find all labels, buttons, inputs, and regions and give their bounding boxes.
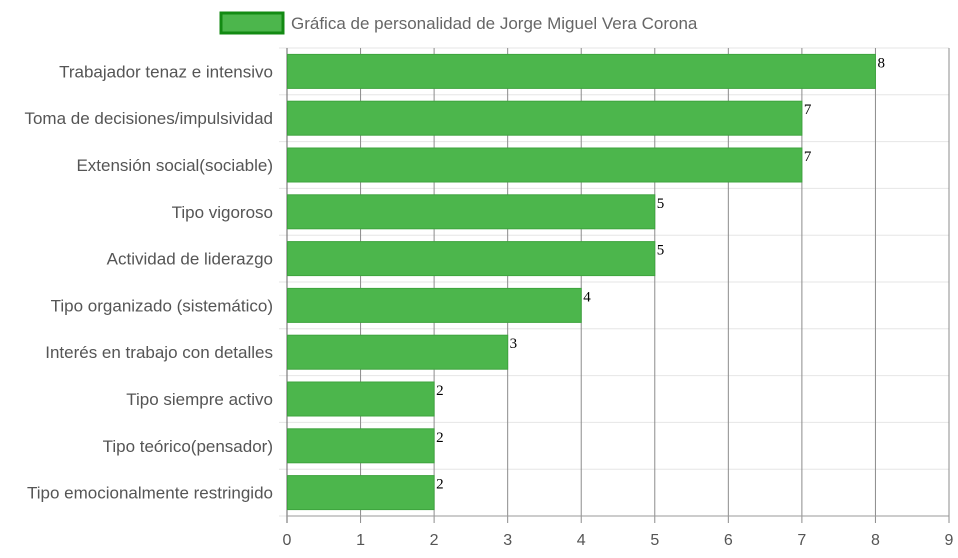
- category-label: Trabajador tenaz e intensivo: [59, 62, 273, 81]
- chart-bars: [287, 53, 876, 511]
- x-tick-label: 1: [356, 532, 365, 549]
- value-label: 3: [510, 336, 517, 352]
- category-label: Interés en trabajo con detalles: [45, 343, 273, 362]
- x-tick-label: 4: [577, 532, 586, 549]
- category-label: Tipo vigoroso: [172, 203, 273, 222]
- bar[interactable]: [287, 147, 803, 183]
- bar[interactable]: [287, 428, 435, 464]
- value-labels: 8 7 7 5 5 4 3 2 2 2: [436, 55, 885, 492]
- value-label: 8: [877, 55, 885, 71]
- category-label: Tipo emocionalmente restringido: [27, 484, 273, 503]
- category-label: Actividad de liderazgo: [107, 250, 273, 269]
- x-tick-label: 2: [430, 532, 439, 549]
- bar[interactable]: [287, 475, 435, 511]
- value-label: 2: [436, 477, 444, 493]
- value-label: 5: [657, 243, 665, 259]
- category-label: Extensión social(sociable): [76, 156, 273, 175]
- x-tick-label: 3: [503, 532, 512, 549]
- value-label: 5: [657, 196, 665, 212]
- value-label: 2: [436, 383, 444, 399]
- bar[interactable]: [287, 53, 876, 89]
- x-axis-ticks: 0 1 2 3 4 5 6 7 8 9: [283, 532, 954, 549]
- x-tick-label: 7: [797, 532, 806, 549]
- x-tick-label: 6: [724, 532, 733, 549]
- bar[interactable]: [287, 241, 656, 277]
- chart-legend[interactable]: Gráfica de personalidad de Jorge Miguel …: [219, 11, 698, 35]
- category-label: Tipo siempre activo: [126, 390, 273, 409]
- x-tick-label: 5: [650, 532, 659, 549]
- bar[interactable]: [287, 194, 656, 230]
- value-label: 7: [804, 102, 812, 118]
- bar[interactable]: [287, 287, 582, 323]
- x-tick-label: 8: [871, 532, 880, 549]
- x-tick-label: 9: [945, 532, 954, 549]
- category-label: Tipo organizado (sistemático): [51, 296, 273, 315]
- legend-swatch[interactable]: [219, 11, 285, 35]
- x-tick-label: 0: [283, 532, 292, 549]
- bar[interactable]: [287, 334, 509, 370]
- value-label: 7: [804, 149, 812, 165]
- category-label: Tipo teórico(pensador): [103, 437, 273, 456]
- bar[interactable]: [287, 381, 435, 417]
- category-labels: Trabajador tenaz e intensivo Toma de deci…: [24, 62, 273, 502]
- category-label: Toma de decisiones/impulsividad: [24, 109, 273, 128]
- legend-label[interactable]: Gráfica de personalidad de Jorge Miguel …: [291, 14, 698, 33]
- value-label: 2: [436, 430, 444, 446]
- value-label: 4: [583, 289, 591, 305]
- bar[interactable]: [287, 100, 803, 136]
